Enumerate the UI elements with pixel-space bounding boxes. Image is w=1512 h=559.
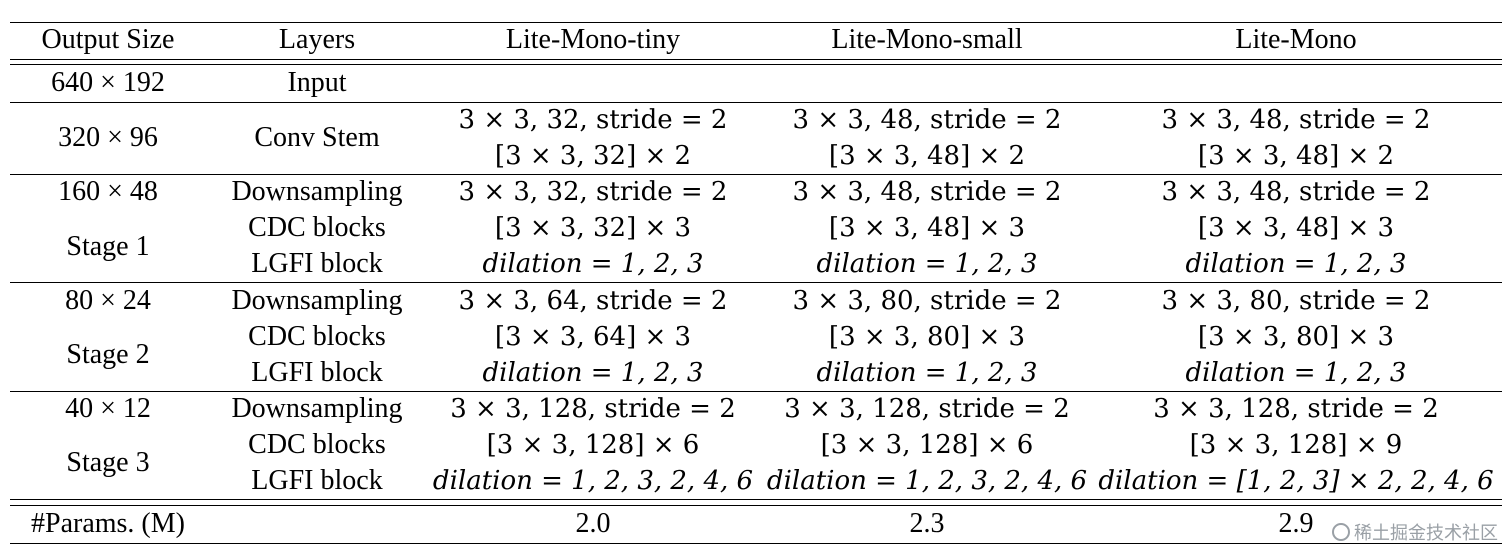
stage1-layer-cdc: CDC blocks (248, 212, 386, 243)
stage1-tiny-1: 3 × 3, 32, stride = 2 (458, 177, 728, 207)
stem-small-conv: 3 × 3, 48, stride = 2 (792, 105, 1062, 135)
header-lite-mono-tiny: Lite-Mono-tiny (505, 24, 681, 55)
watermark: 稀土掘金技术社区 (1332, 519, 1498, 545)
stage2-size: 80 × 24 (65, 285, 151, 316)
stage3-small-2: [3 × 3, 128] × 6 (820, 430, 1034, 460)
stem-size: 320 × 96 (58, 122, 158, 153)
stage2-tiny-1: 3 × 3, 64, stride = 2 (458, 286, 728, 316)
stage2-small-2: [3 × 3, 80] × 3 (828, 322, 1026, 352)
params-base: 2.9 (1278, 508, 1314, 539)
stage3-label: Stage 3 (66, 447, 150, 478)
stage1-small-2: [3 × 3, 48] × 3 (828, 213, 1026, 243)
stage1-tiny-3: dilation = 1, 2, 3 (482, 249, 704, 279)
params-rule-1 (10, 499, 1502, 500)
row-rule-stage1 (10, 282, 1502, 283)
stage1-base-1: 3 × 3, 48, stride = 2 (1161, 177, 1431, 207)
stage1-base-3: dilation = 1, 2, 3 (1185, 249, 1407, 279)
stage3-tiny-2: [3 × 3, 128] × 6 (486, 430, 700, 460)
stage1-small-1: 3 × 3, 48, stride = 2 (792, 177, 1062, 207)
stem-base-repeat: [3 × 3, 48] × 2 (1197, 141, 1395, 171)
stage2-layer-downsampling: Downsampling (231, 285, 403, 316)
stem-small-repeat: [3 × 3, 48] × 2 (828, 141, 1026, 171)
stem-tiny-conv: 3 × 3, 32, stride = 2 (458, 105, 728, 135)
params-small: 2.3 (909, 508, 945, 539)
row-rule-stem (10, 174, 1502, 175)
header-layers: Layers (278, 24, 356, 55)
stage2-small-3: dilation = 1, 2, 3 (816, 358, 1038, 388)
stage3-layer-cdc: CDC blocks (248, 429, 386, 460)
input-size: 640 × 192 (51, 67, 165, 98)
stage3-small-3: dilation = 1, 2, 3, 2, 4, 6 (766, 466, 1088, 496)
stage2-base-1: 3 × 3, 80, stride = 2 (1161, 286, 1431, 316)
stage3-small-1: 3 × 3, 128, stride = 2 (784, 394, 1070, 424)
stage3-tiny-1: 3 × 3, 128, stride = 2 (450, 394, 736, 424)
stage2-base-2: [3 × 3, 80] × 3 (1197, 322, 1395, 352)
params-tiny: 2.0 (575, 508, 611, 539)
stem-base-conv: 3 × 3, 48, stride = 2 (1161, 105, 1431, 135)
stem-tiny-repeat: [3 × 3, 32] × 2 (494, 141, 692, 171)
stage1-base-2: [3 × 3, 48] × 3 (1197, 213, 1395, 243)
stage2-tiny-2: [3 × 3, 64] × 3 (494, 322, 692, 352)
stage3-size: 40 × 12 (65, 393, 151, 424)
bottom-rule (10, 543, 1502, 544)
stage2-base-3: dilation = 1, 2, 3 (1185, 358, 1407, 388)
stage1-size: 160 × 48 (58, 176, 158, 207)
stage1-layer-lgfi: LGFI block (251, 248, 383, 279)
stage3-tiny-3: dilation = 1, 2, 3, 2, 4, 6 (432, 466, 754, 496)
stage3-base-1: 3 × 3, 128, stride = 2 (1153, 394, 1439, 424)
watermark-text: 稀土掘金技术社区 (1354, 523, 1498, 544)
header-rule-1 (10, 59, 1502, 60)
stage3-layer-downsampling: Downsampling (231, 393, 403, 424)
stage3-base-2: [3 × 3, 128] × 9 (1189, 430, 1403, 460)
stage2-small-1: 3 × 3, 80, stride = 2 (792, 286, 1062, 316)
stage3-layer-lgfi: LGFI block (251, 465, 383, 496)
params-rule-2 (10, 505, 1502, 506)
stage2-layer-cdc: CDC blocks (248, 321, 386, 352)
input-layer: Input (287, 67, 347, 98)
row-rule-stage2 (10, 391, 1502, 392)
header-output-size: Output Size (41, 24, 175, 55)
stage2-label: Stage 2 (66, 339, 150, 370)
stage2-tiny-3: dilation = 1, 2, 3 (482, 358, 704, 388)
stage2-layer-lgfi: LGFI block (251, 357, 383, 388)
stage3-base-3: dilation = [1, 2, 3] × 2, 2, 4, 6 (1098, 466, 1494, 496)
header-lite-mono-small: Lite-Mono-small (831, 24, 1023, 55)
params-label: #Params. (M) (31, 508, 185, 539)
stage1-layer-downsampling: Downsampling (231, 176, 403, 207)
watermark-logo-icon (1332, 523, 1350, 541)
top-rule (10, 22, 1502, 23)
row-rule-input (10, 102, 1502, 103)
architecture-table: Output Size Layers Lite-Mono-tiny Lite-M… (10, 0, 1502, 559)
header-rule-2 (10, 64, 1502, 65)
header-lite-mono: Lite-Mono (1235, 24, 1357, 55)
stage1-label: Stage 1 (66, 231, 150, 262)
stage1-tiny-2: [3 × 3, 32] × 3 (494, 213, 692, 243)
stem-layer: Conv Stem (254, 122, 380, 153)
stage1-small-3: dilation = 1, 2, 3 (816, 249, 1038, 279)
